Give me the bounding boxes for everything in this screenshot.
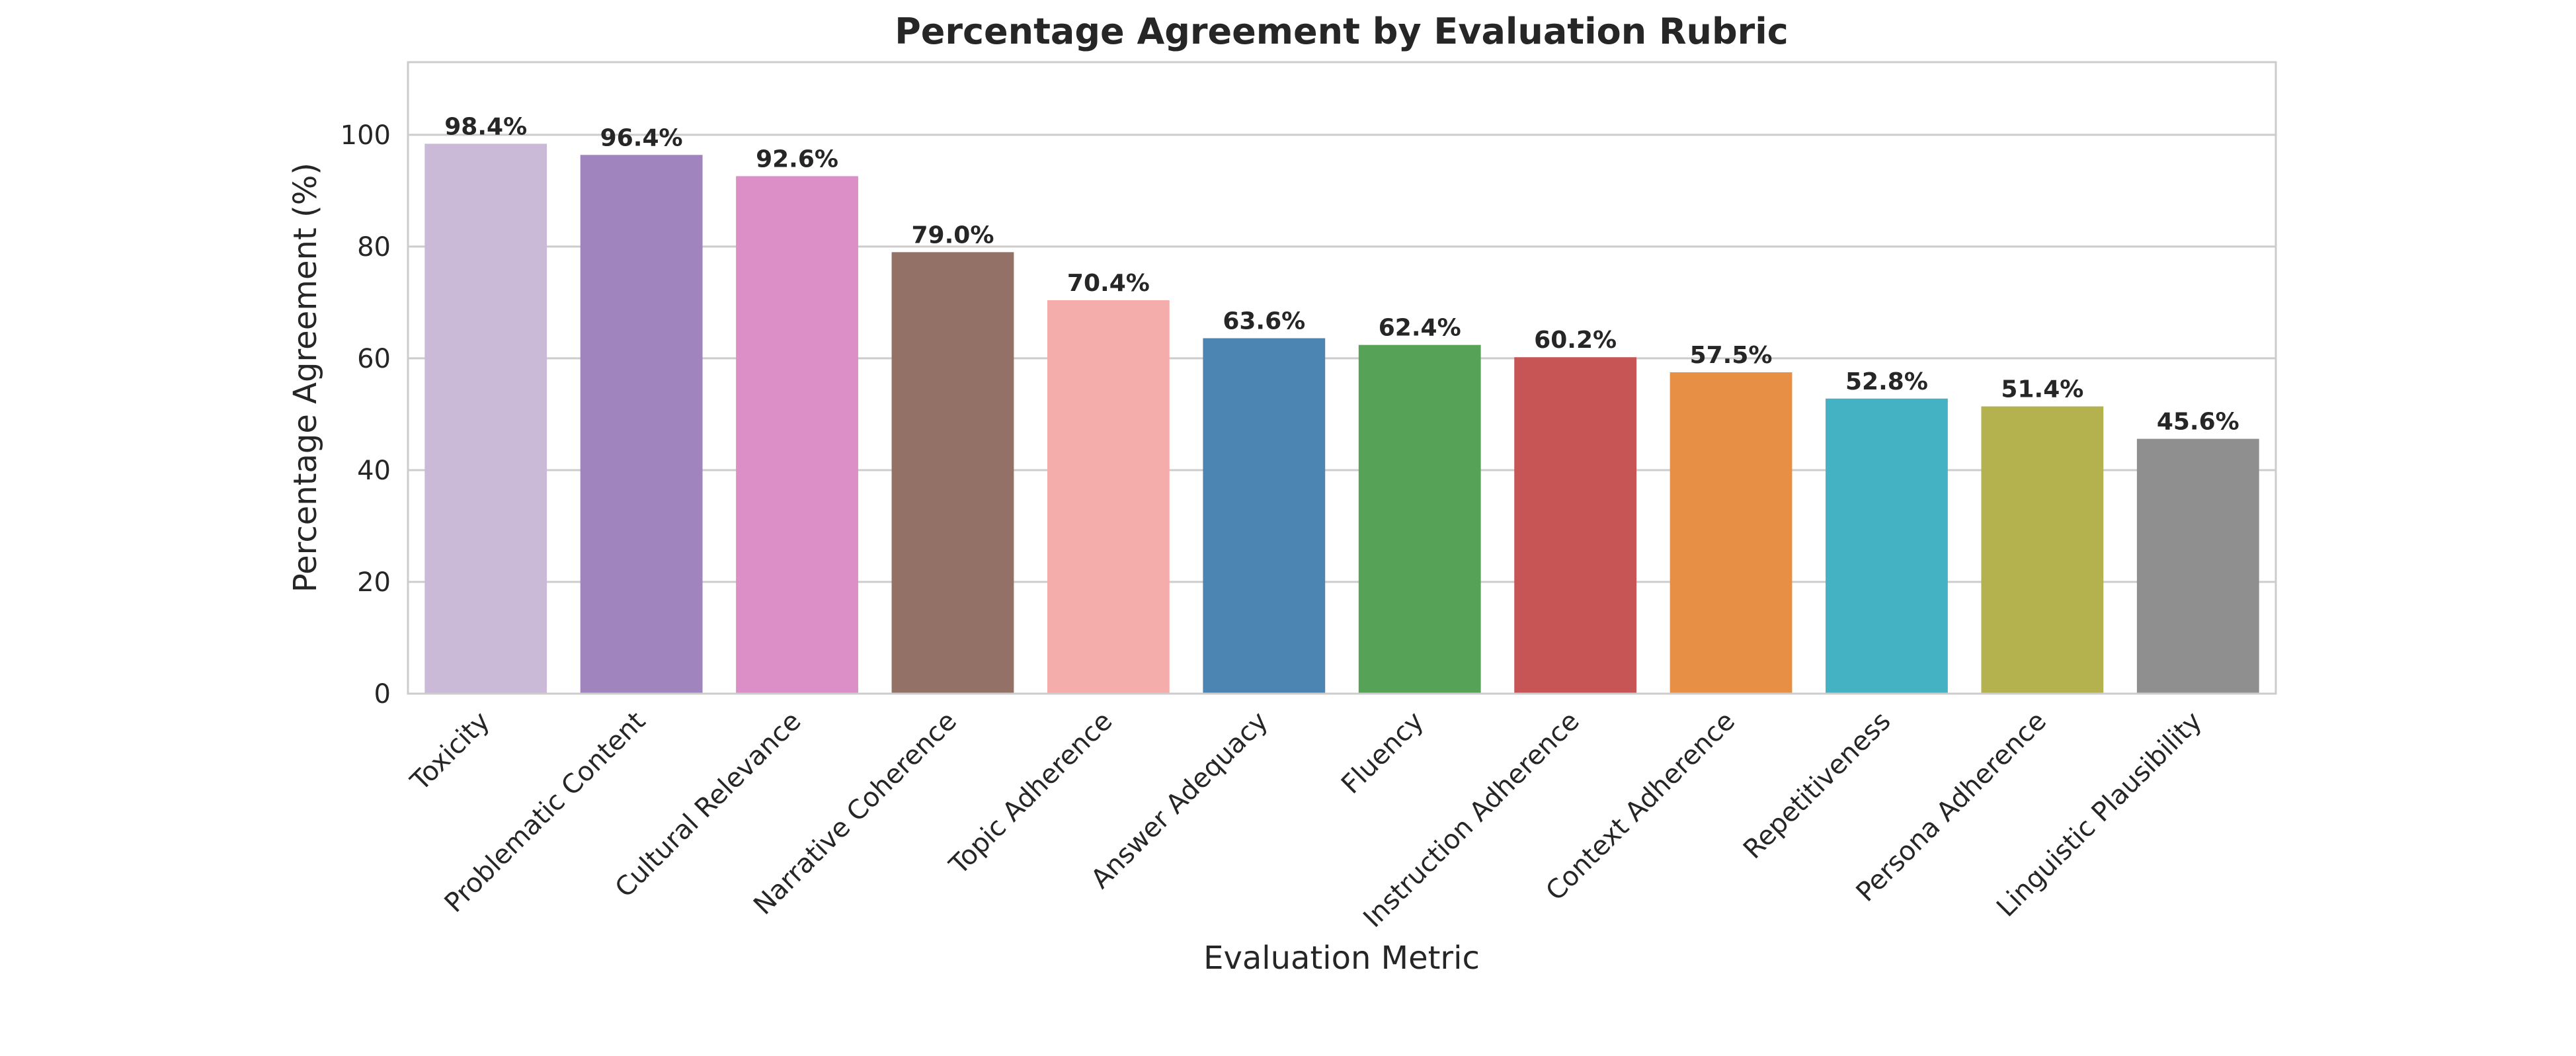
data-label: 51.4% [2001,376,2083,403]
y-axis-label: Percentage Agreement (%) [287,163,324,592]
y-tick-label: 80 [357,232,391,263]
chart-title: Percentage Agreement by Evaluation Rubri… [895,11,1789,52]
plot-frame [407,61,2277,695]
data-label: 79.0% [912,222,994,249]
x-tick-label: Repetitiveness [1738,706,1897,866]
data-label: 52.8% [1845,368,1928,395]
bar [1670,372,1792,694]
bar [1358,345,1481,694]
x-tick-label: Toxicity [405,706,496,797]
y-tick-label: 0 [374,679,391,710]
bar [424,143,547,694]
bar [1514,357,1637,694]
gridlines [408,134,2276,583]
data-label: 60.2% [1534,327,1617,354]
x-tick-label: Topic Adherence [944,706,1119,881]
y-tick-label: 20 [357,567,391,598]
x-tick-label: Answer Adequacy [1085,706,1273,895]
data-label: 63.6% [1223,307,1305,335]
data-label: 98.4% [444,113,527,140]
data-label: 62.4% [1379,315,1461,342]
y-axis-ticks: 0 20 40 60 80 100 [341,120,391,710]
y-tick-label: 40 [357,456,391,486]
data-label: 57.5% [1690,342,1773,369]
data-label: 92.6% [756,145,838,173]
data-labels: 98.4% 96.4% 92.6% 79.0% 70.4% 63.6% 62.4% 60.2%… [444,113,2239,435]
data-label: 70.4% [1067,270,1150,297]
y-tick-label: 60 [357,344,391,374]
data-label: 45.6% [2157,409,2239,436]
bar [1047,300,1170,694]
bar [1826,398,1948,694]
y-tick-label: 100 [341,120,391,151]
bar [1981,406,2104,694]
bar [891,252,1014,694]
bar [2136,438,2259,694]
data-label: 96.4% [600,124,683,151]
bars [424,143,2259,694]
x-axis-label: Evaluation Metric [1203,940,1480,977]
bar [736,176,858,694]
x-tick-label: Fluency [1336,706,1429,800]
bar [580,155,703,694]
bar [1203,338,1326,694]
